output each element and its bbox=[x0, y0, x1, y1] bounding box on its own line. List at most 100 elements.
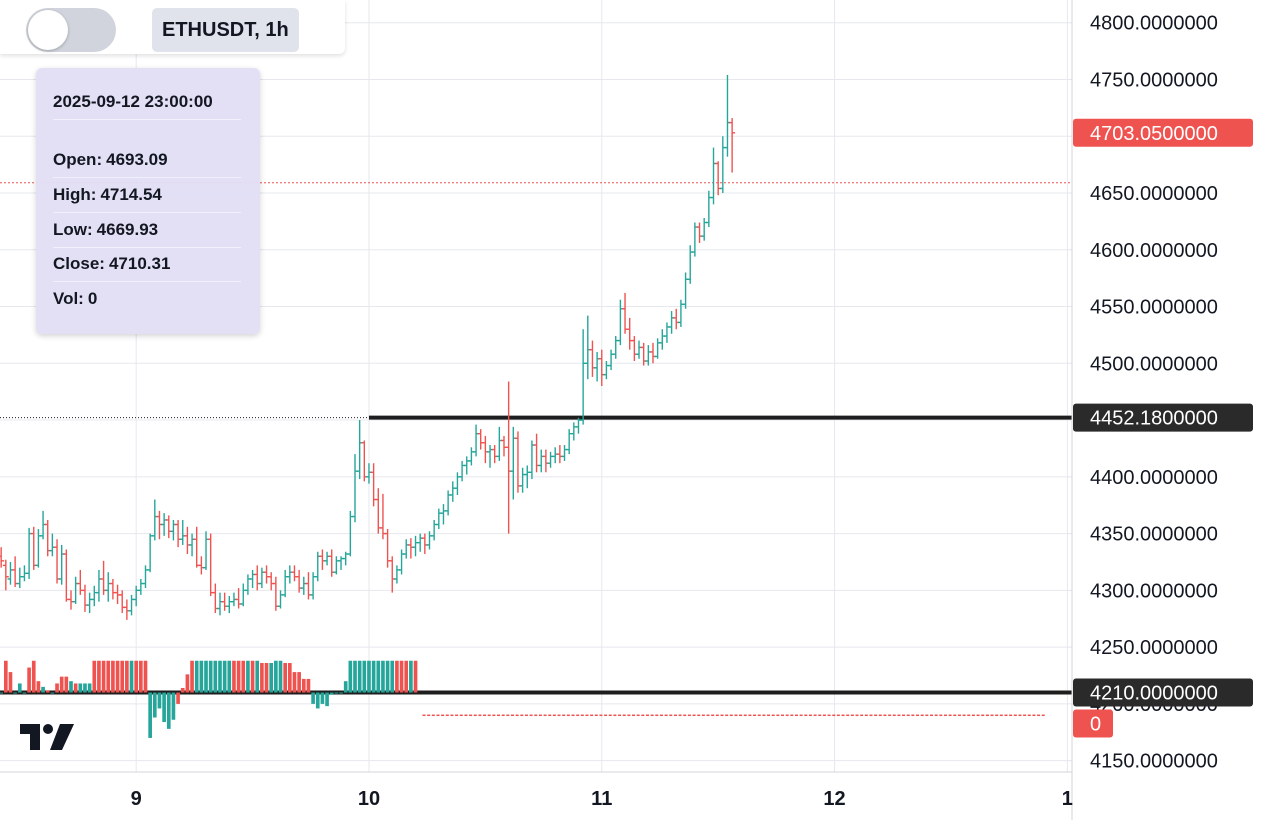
volume-bar bbox=[543, 714, 547, 717]
volume-bar bbox=[97, 660, 101, 693]
volume-bar bbox=[166, 692, 171, 729]
volume-bar bbox=[455, 714, 459, 717]
volume-bar bbox=[599, 714, 603, 717]
candle bbox=[128, 594, 135, 616]
candle bbox=[35, 529, 42, 568]
volume-bar bbox=[725, 714, 729, 717]
volume-bar bbox=[939, 714, 943, 717]
candle bbox=[184, 526, 191, 555]
volume-bar bbox=[306, 678, 311, 693]
volume-bar bbox=[632, 714, 636, 717]
volume-bar bbox=[995, 714, 999, 717]
volume-bar bbox=[301, 678, 306, 693]
candle bbox=[584, 315, 591, 380]
volume-bar bbox=[204, 660, 208, 693]
volume-bar bbox=[734, 714, 738, 717]
volume-bar bbox=[883, 714, 887, 717]
candle bbox=[547, 451, 554, 468]
volume-bar bbox=[208, 660, 213, 693]
volume-bar bbox=[827, 714, 831, 717]
volume-bar bbox=[836, 714, 840, 717]
candle bbox=[496, 426, 503, 461]
volume-bar bbox=[297, 672, 301, 693]
candle bbox=[673, 308, 680, 330]
volume-bar bbox=[673, 714, 677, 717]
volume-bar bbox=[855, 714, 859, 717]
candle bbox=[77, 569, 84, 595]
candle bbox=[91, 585, 98, 607]
price-tick-label: 4500.0000000 bbox=[1090, 353, 1218, 375]
volume-bar bbox=[152, 692, 157, 718]
candle bbox=[431, 519, 438, 541]
volume-bar bbox=[287, 663, 292, 693]
volume-bar bbox=[729, 714, 733, 717]
volume-bar bbox=[1018, 714, 1022, 717]
candle bbox=[445, 490, 452, 516]
volume-bar bbox=[659, 714, 663, 717]
volume-bar bbox=[1041, 714, 1045, 717]
candle bbox=[216, 592, 223, 616]
volume-bar bbox=[557, 714, 561, 717]
volume-bar bbox=[762, 714, 766, 717]
symbol-label[interactable]: ETHUSDT, 1h bbox=[152, 8, 299, 52]
price-tick-label: 4600.0000000 bbox=[1090, 240, 1218, 262]
candle bbox=[687, 245, 694, 284]
candle bbox=[640, 342, 647, 366]
volume-bar bbox=[818, 714, 822, 717]
volume-bar bbox=[990, 714, 994, 717]
axis-price-labels: 4703.0500000 4452.1800000 4210.0000000 0 bbox=[1073, 118, 1253, 738]
volume-bar bbox=[757, 714, 761, 717]
candle bbox=[538, 449, 545, 473]
tradingview-logo-icon[interactable] bbox=[20, 720, 76, 752]
candle bbox=[487, 445, 494, 468]
theme-toggle[interactable] bbox=[26, 8, 116, 52]
volume-bar bbox=[860, 714, 864, 717]
volume-bar bbox=[213, 660, 218, 693]
toggle-knob bbox=[28, 10, 68, 50]
price-tick-label: 4250.0000000 bbox=[1090, 637, 1218, 659]
volume-bar bbox=[771, 714, 775, 717]
volume-bar bbox=[683, 714, 687, 717]
time-axis[interactable]: 9 10 11 12 1 bbox=[131, 788, 1073, 810]
candlestick-series bbox=[0, 74, 736, 620]
volume-bar bbox=[510, 714, 514, 717]
candle bbox=[589, 340, 596, 377]
volume-bar bbox=[180, 687, 185, 693]
volume-bar bbox=[739, 714, 743, 717]
volume-bar bbox=[618, 714, 622, 717]
volume-bar bbox=[199, 660, 204, 693]
candle bbox=[500, 435, 507, 457]
candle bbox=[193, 526, 200, 568]
volume-bar bbox=[45, 690, 50, 693]
volume-bar bbox=[1037, 714, 1041, 717]
volume-bar bbox=[478, 714, 482, 717]
volume-bar bbox=[641, 714, 645, 717]
candle bbox=[123, 599, 130, 620]
candle bbox=[54, 539, 61, 584]
volume-bar bbox=[218, 660, 222, 693]
hline-price-label-bg bbox=[1073, 403, 1253, 432]
candle bbox=[421, 533, 428, 555]
candle bbox=[598, 349, 605, 386]
candle bbox=[417, 533, 424, 552]
volume-bar bbox=[874, 714, 878, 717]
volume-bar bbox=[78, 683, 83, 693]
price-tick-label: 4350.0000000 bbox=[1090, 524, 1218, 546]
volume-bar bbox=[255, 660, 260, 693]
candle bbox=[468, 447, 475, 466]
volume-bar bbox=[850, 714, 854, 717]
volume-bar bbox=[329, 692, 334, 695]
candle bbox=[594, 351, 601, 382]
volume-bar bbox=[524, 714, 528, 717]
volume-bar bbox=[976, 714, 980, 717]
current-price-label: 4703.0500000 bbox=[1090, 123, 1218, 145]
candle bbox=[379, 493, 386, 540]
volume-bar bbox=[999, 714, 1003, 717]
candle bbox=[375, 488, 382, 534]
candle bbox=[189, 533, 196, 557]
candle bbox=[277, 590, 284, 609]
volume-bar bbox=[92, 660, 97, 693]
info-open-label: Open: bbox=[53, 150, 103, 169]
volume-bar bbox=[697, 714, 701, 717]
volume-bar bbox=[264, 663, 269, 693]
